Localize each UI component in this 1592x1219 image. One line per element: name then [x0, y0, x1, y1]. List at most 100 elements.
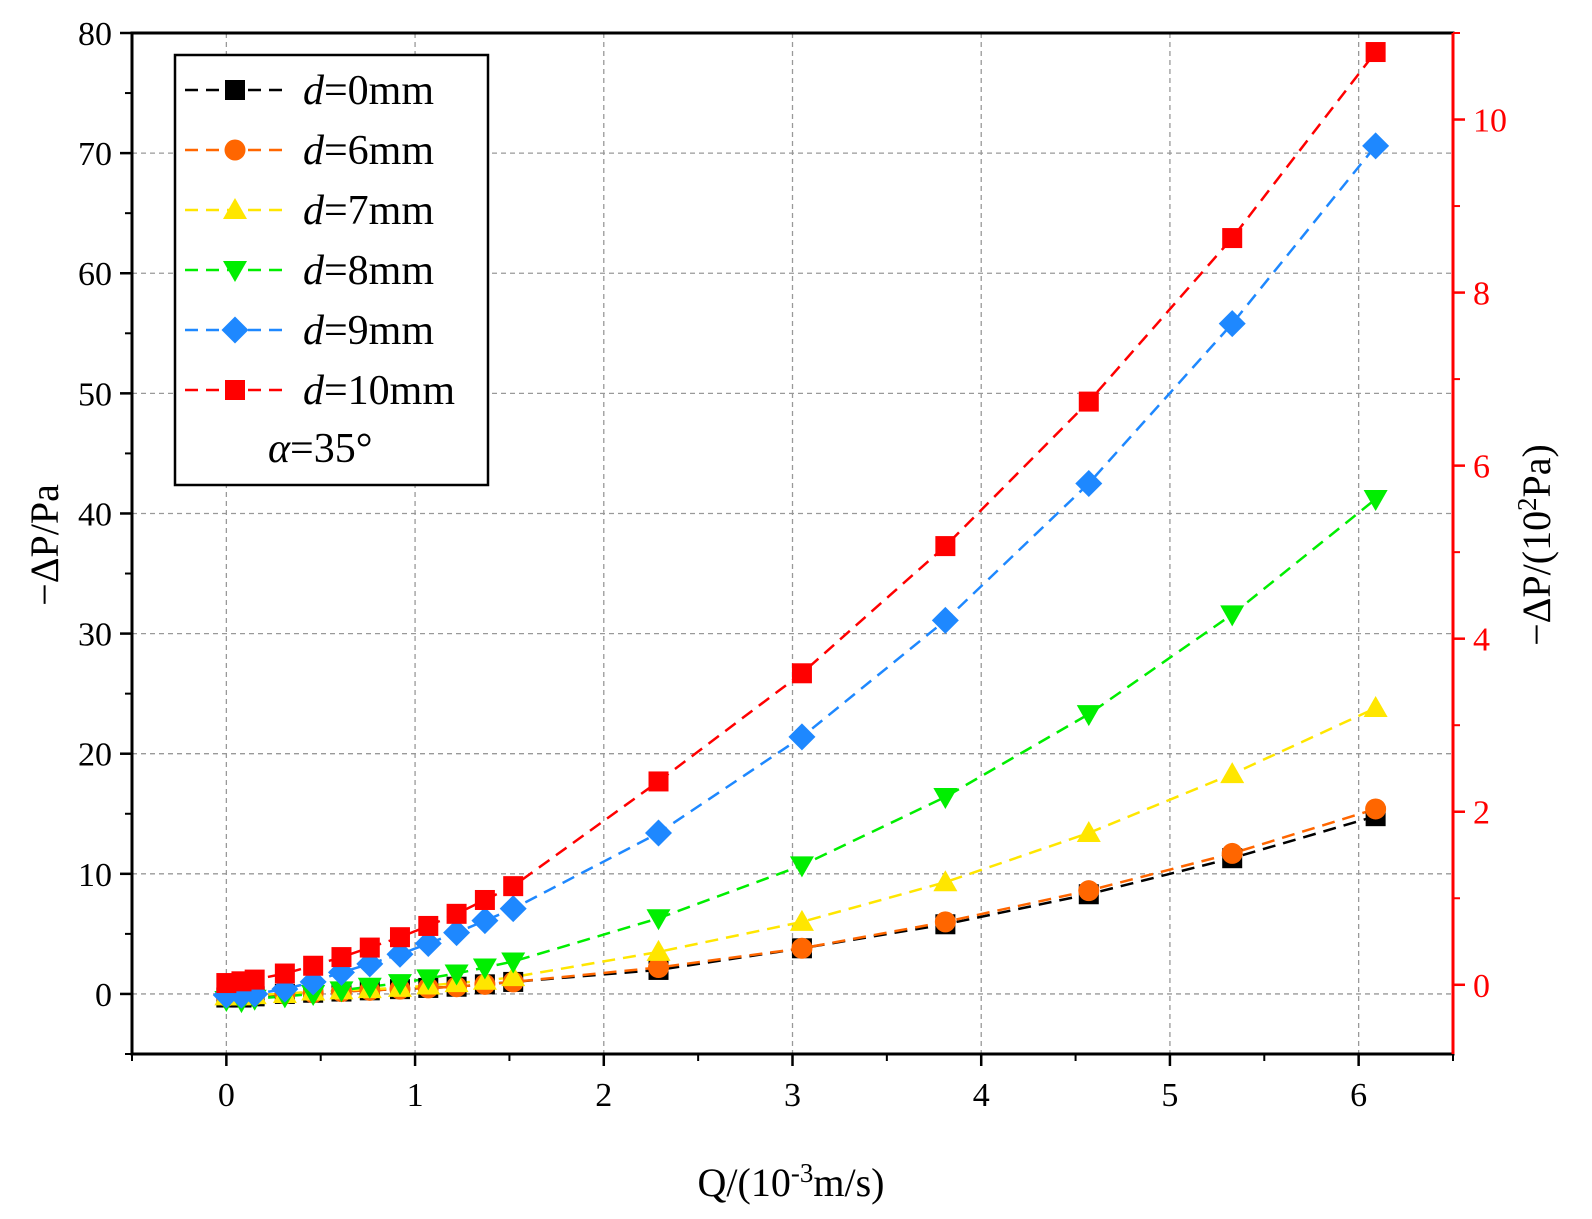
data-point-3	[501, 952, 526, 974]
data-point-4	[788, 723, 816, 751]
data-point-4	[1075, 469, 1103, 497]
legend-label-4: d=9mm	[303, 308, 434, 354]
data-point-3	[329, 981, 354, 1003]
data-point-5	[274, 963, 295, 984]
legend-marker-4	[221, 316, 249, 344]
legend-label-5: d=10mm	[303, 368, 455, 414]
data-point-2	[646, 939, 671, 961]
data-markers	[212, 42, 1390, 1014]
data-point-3	[1363, 490, 1388, 512]
y2-tick-label: 8	[1473, 276, 1490, 313]
data-point-5	[1365, 42, 1386, 63]
data-point-3	[387, 974, 412, 996]
y-tick-label: 60	[78, 256, 112, 293]
data-point-1	[1365, 798, 1387, 820]
data-point-4	[1362, 132, 1390, 160]
legend-annotation: α=35°	[268, 426, 373, 472]
y-tick-label: 0	[95, 977, 112, 1014]
y2-axis-title: −ΔP/(102Pa)	[1512, 444, 1559, 646]
x-tick-label: 6	[1350, 1077, 1367, 1114]
data-point-3	[301, 984, 326, 1006]
data-point-3	[933, 787, 958, 809]
legend-marker-5	[225, 380, 245, 400]
data-point-5	[359, 937, 380, 958]
data-point-5	[303, 955, 324, 976]
data-point-2	[789, 909, 814, 931]
legend-label-0: d=0mm	[303, 68, 434, 114]
data-point-5	[791, 663, 812, 684]
data-point-4	[1218, 310, 1246, 338]
data-point-4	[499, 895, 527, 923]
y-tick-label: 30	[78, 617, 112, 654]
y-tick-label: 20	[78, 737, 112, 774]
data-point-5	[1078, 391, 1099, 412]
data-point-5	[446, 903, 467, 924]
data-point-5	[1222, 228, 1243, 249]
legend-marker-0	[225, 80, 245, 100]
data-point-5	[389, 927, 410, 948]
data-point-1	[791, 937, 813, 959]
data-point-4	[443, 919, 471, 947]
data-point-5	[474, 889, 495, 910]
legend-marker-2	[223, 198, 247, 219]
data-point-3	[1220, 605, 1245, 627]
y-axis-left: 0 10 20 30 40 50 60 70 80	[78, 16, 132, 1055]
series-line-1	[226, 807, 1376, 998]
data-point-5	[935, 536, 956, 557]
y-tick-label: 50	[78, 376, 112, 413]
data-point-5	[418, 915, 439, 936]
x-axis: 0 1 2 3 4 5 6	[131, 1054, 1454, 1114]
data-point-2	[501, 965, 526, 987]
data-point-2	[1220, 762, 1245, 784]
data-point-4	[931, 606, 959, 634]
y2-tick-label: 2	[1473, 795, 1490, 832]
y2-tick-label: 0	[1473, 968, 1490, 1005]
x-tick-label: 4	[973, 1077, 990, 1114]
legend-label-1: d=6mm	[303, 128, 434, 174]
y-tick-label: 40	[78, 496, 112, 533]
data-point-5	[216, 973, 237, 994]
legend: d=0mm d=6mm d=7mm d=8mm d=9mm d=10mm α=35°	[173, 53, 490, 487]
y-axis-title: −ΔP/Pa	[22, 484, 67, 606]
data-point-3	[357, 977, 382, 999]
data-point-3	[416, 969, 441, 991]
data-point-5	[648, 771, 669, 792]
legend-marker-3	[223, 261, 247, 282]
legend-label-2: d=7mm	[303, 188, 434, 234]
data-point-1	[934, 911, 956, 933]
data-point-5	[244, 969, 265, 990]
data-point-4	[645, 819, 673, 847]
series-line-0	[226, 815, 1376, 999]
data-point-3	[444, 964, 469, 986]
y-axis-right: 0 2 4 6 8 10	[1453, 32, 1507, 1005]
x-axis-title: Q/(10-3m/s)	[698, 1158, 885, 1205]
x-tick-label: 0	[218, 1077, 235, 1114]
data-point-3	[646, 909, 671, 931]
data-point-1	[1221, 842, 1243, 864]
y2-tick-label: 4	[1473, 622, 1490, 659]
data-point-4	[414, 929, 442, 957]
data-point-2	[1076, 820, 1101, 842]
x-tick-label: 2	[595, 1077, 612, 1114]
x-tick-label: 1	[407, 1077, 424, 1114]
data-point-2	[1363, 696, 1388, 718]
data-point-2	[933, 870, 958, 892]
data-point-3	[789, 856, 814, 878]
data-point-5	[503, 876, 524, 897]
y-tick-label: 80	[78, 16, 112, 53]
y-tick-label: 10	[78, 857, 112, 894]
data-point-3	[1076, 705, 1101, 727]
y2-tick-label: 6	[1473, 449, 1490, 486]
data-point-4	[471, 907, 499, 935]
y-tick-label: 70	[78, 136, 112, 173]
data-point-1	[648, 957, 670, 979]
data-point-1	[1078, 880, 1100, 902]
data-point-3	[472, 958, 497, 980]
legend-label-3: d=8mm	[303, 248, 434, 294]
y2-tick-label: 10	[1473, 103, 1507, 140]
x-tick-label: 5	[1161, 1077, 1178, 1114]
data-point-4	[386, 940, 414, 968]
legend-marker-1	[224, 139, 246, 161]
data-point-5	[331, 947, 352, 968]
